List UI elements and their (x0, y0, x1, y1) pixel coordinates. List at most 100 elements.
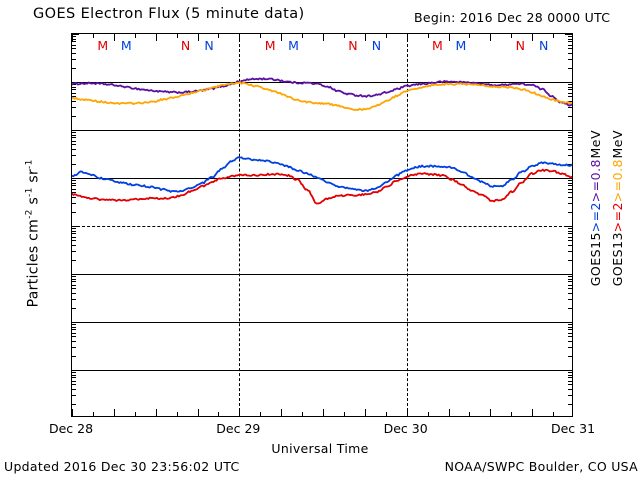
x-tick-major (364, 34, 366, 41)
y-tick-minor (72, 336, 76, 338)
x-tick-minor (343, 412, 345, 416)
y-tick-minor (568, 144, 572, 146)
x-tick-minor (218, 412, 220, 416)
y-tick-minor (568, 89, 572, 91)
y-tick-minor (72, 307, 76, 309)
x-tick-minor (385, 412, 387, 416)
y-tick-minor (568, 188, 572, 190)
y-tick-minor (568, 211, 572, 213)
y-tick-minor (568, 240, 572, 242)
x-axis-title: Universal Time (271, 441, 369, 456)
y-tick-minor (72, 140, 76, 142)
y-tick-minor (72, 395, 76, 397)
y-tick-major (72, 34, 79, 35)
x-tick-major (197, 34, 199, 41)
y-tick-minor (72, 197, 76, 199)
y-tick-minor (568, 36, 572, 38)
y-tick-minor (72, 134, 76, 136)
x-tick-major (72, 409, 73, 416)
y-tick-minor (72, 89, 76, 91)
y-tick-minor (72, 403, 76, 405)
y-tick-minor (72, 185, 76, 187)
y-tick-minor (72, 144, 76, 146)
x-tick-minor (260, 412, 262, 416)
gridline (72, 370, 572, 371)
y-tick-minor (568, 259, 572, 261)
legend-goes13-name: GOES13 (610, 232, 625, 287)
y-tick-minor (568, 380, 572, 382)
y-tick-minor (568, 180, 572, 182)
data-traces (72, 34, 572, 416)
y-tick-minor (72, 180, 76, 182)
y-tick-minor (72, 84, 76, 86)
y-tick-major (565, 226, 572, 227)
y-tick-minor (72, 192, 76, 194)
y-tick-minor (72, 38, 76, 40)
y-tick-minor (72, 48, 76, 50)
x-tick-major (155, 409, 157, 416)
y-tick-major (565, 82, 572, 83)
y-tick-minor (568, 278, 572, 280)
y-tick-minor (72, 230, 76, 232)
x-tick-major (364, 409, 366, 416)
y-tick-minor (568, 372, 572, 374)
x-tick-major (72, 34, 73, 41)
y-tick-major (565, 130, 572, 131)
y-tick-minor (568, 38, 572, 40)
y-tick-minor (568, 284, 572, 286)
page-title: GOES Electron Flux (5 minute data) (33, 6, 305, 22)
legend-goes13-e08: >=0.8 (610, 158, 625, 202)
y-tick-minor (568, 251, 572, 253)
y-tick-minor (568, 276, 572, 278)
footer-updated-text: Updated 2016 Dec 30 23:56:02 UTC (4, 459, 240, 474)
y-tick-minor (72, 101, 76, 103)
x-tick-major (113, 409, 115, 416)
y-tick-minor (568, 307, 572, 309)
y-tick-minor (72, 233, 76, 235)
y-tick-minor (568, 84, 572, 86)
gridline (72, 274, 572, 275)
y-tick-minor (568, 281, 572, 283)
y-tick-minor (568, 245, 572, 247)
x-tick-major (281, 409, 283, 416)
x-tick-minor (469, 412, 471, 416)
x-tick-minor (134, 34, 136, 38)
legend-goes13: MeV >=0.8 >=2 GOES13 (610, 130, 628, 287)
trace-goes15-2-mev (72, 157, 572, 192)
legend-goes15-e2: >=2 (588, 201, 603, 233)
y-tick-minor (72, 384, 76, 386)
x-tick-minor (176, 412, 178, 416)
y-tick-minor (72, 251, 76, 253)
legend-goes13-unit: MeV (610, 130, 625, 159)
y-tick-minor (72, 276, 76, 278)
y-tick-minor (72, 67, 76, 69)
y-tick-minor (72, 347, 76, 349)
y-tick-minor (568, 203, 572, 205)
y-tick-minor (72, 107, 76, 109)
x-tick-major (155, 34, 157, 41)
x-tick-major (532, 409, 534, 416)
y-tick-minor (568, 341, 572, 343)
y-tick-minor (568, 377, 572, 379)
y-tick-minor (568, 230, 572, 232)
y-tick-minor (72, 188, 76, 190)
y-tick-minor (568, 192, 572, 194)
y-tick-minor (72, 389, 76, 391)
y-tick-minor (568, 384, 572, 386)
y-tick-minor (568, 96, 572, 98)
x-tick-major (490, 34, 492, 41)
y-tick-minor (72, 326, 76, 328)
y-tick-minor (72, 332, 76, 334)
y-tick-minor (568, 233, 572, 235)
footer-source-text: NOAA/SWPC Boulder, CO USA (444, 459, 638, 474)
y-tick-minor (72, 377, 76, 379)
y-tick-minor (568, 101, 572, 103)
y-tick-minor (568, 332, 572, 334)
day-divider-dec-30 (406, 34, 408, 416)
y-tick-minor (72, 278, 76, 280)
y-tick-minor (72, 44, 76, 46)
y-tick-minor (72, 182, 76, 184)
y-tick-minor (568, 92, 572, 94)
y-tick-major (565, 370, 572, 371)
